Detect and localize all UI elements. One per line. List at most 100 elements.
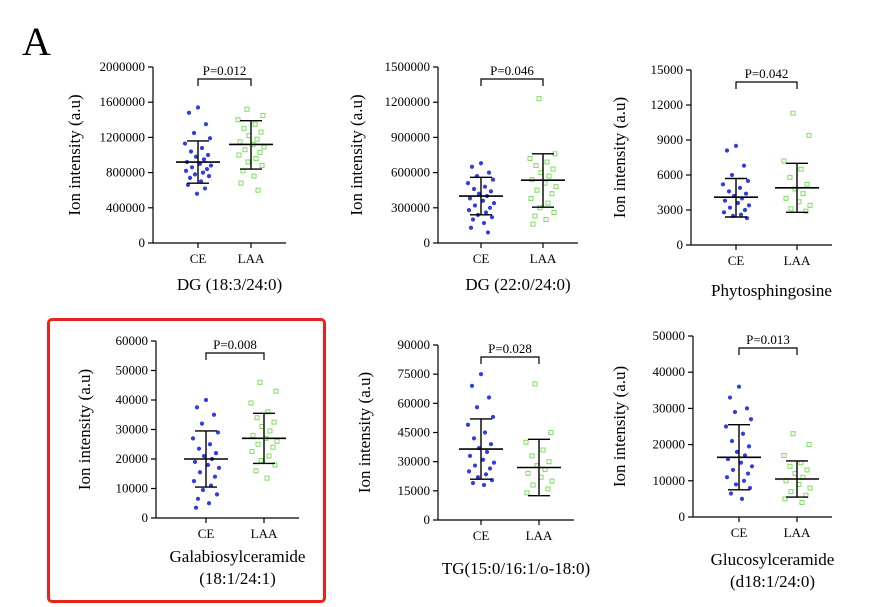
- point-laa: [788, 489, 794, 495]
- y-axis-label: Ion intensity (a.u): [75, 369, 94, 490]
- x-tick-label-laa: LAA: [530, 251, 557, 266]
- chart-5: 0 15000 30000 45000 60000 75000 90000 Ion inten…: [355, 337, 590, 578]
- point-ce: [741, 163, 747, 168]
- point-laa: [533, 163, 539, 169]
- chart-2: 0 300000 600000 900000 1200000 1500000 Ion int…: [347, 59, 578, 294]
- p-value-label: P=0.042: [745, 66, 789, 81]
- point-ce: [484, 449, 490, 455]
- y-tick-label: 12000: [651, 97, 684, 112]
- point-ce: [207, 136, 213, 141]
- point-laa: [536, 96, 542, 102]
- point-laa: [783, 195, 789, 201]
- point-laa: [807, 202, 813, 208]
- point-laa: [550, 166, 556, 172]
- point-ce: [212, 474, 218, 479]
- point-ce: [729, 438, 735, 444]
- significance-bracket: [735, 81, 798, 89]
- point-laa: [548, 430, 554, 435]
- p-value-label: P=0.028: [488, 341, 532, 356]
- point-ce: [468, 225, 474, 230]
- point-ce: [485, 230, 491, 235]
- point-laa: [803, 208, 809, 214]
- point-ce: [192, 459, 198, 465]
- point-laa: [237, 139, 243, 145]
- chart-title: DG (22:0/24:0): [465, 275, 570, 294]
- y-tick-label: 10000: [653, 473, 686, 488]
- point-ce: [735, 200, 741, 206]
- point-ce: [491, 201, 497, 206]
- point-ce: [720, 182, 726, 187]
- point-ce: [199, 145, 205, 151]
- point-laa: [235, 117, 241, 123]
- panel-label: A: [22, 19, 51, 64]
- point-ce: [746, 203, 752, 208]
- point-laa: [788, 206, 794, 212]
- point-laa: [241, 126, 247, 132]
- point-ce: [491, 460, 497, 465]
- point-ce: [490, 414, 496, 420]
- y-tick-label: 10000: [116, 481, 149, 496]
- point-laa: [799, 500, 805, 506]
- y-tick-label: 60000: [116, 333, 149, 348]
- point-ce: [737, 185, 743, 190]
- point-ce: [207, 442, 213, 447]
- point-laa: [545, 486, 551, 492]
- point-ce: [732, 409, 738, 415]
- y-tick-label: 300000: [391, 200, 430, 215]
- p-value-label: P=0.046: [490, 63, 534, 78]
- point-ce: [201, 453, 207, 459]
- point-laa: [532, 381, 538, 387]
- point-ce: [722, 198, 728, 203]
- x-tick-label-laa: LAA: [526, 528, 553, 543]
- point-ce: [213, 451, 219, 456]
- chart-title: Glucosylceramide: [711, 550, 835, 569]
- point-laa: [258, 129, 264, 135]
- x-tick-label-ce: CE: [728, 253, 745, 268]
- point-ce: [182, 141, 188, 146]
- point-ce: [733, 482, 739, 487]
- point-ce: [744, 406, 750, 411]
- point-ce: [478, 372, 484, 377]
- point-laa: [253, 156, 259, 162]
- point-ce: [205, 462, 211, 467]
- point-ce: [729, 172, 735, 178]
- point-laa: [553, 184, 559, 190]
- point-ce: [187, 175, 193, 180]
- point-ce: [465, 181, 471, 186]
- y-tick-label: 20000: [653, 437, 686, 452]
- point-ce: [481, 220, 487, 226]
- y-tick-label: 45000: [398, 425, 431, 440]
- point-laa: [248, 400, 254, 406]
- y-tick-label: 6000: [657, 167, 683, 182]
- point-laa: [543, 217, 549, 223]
- y-tick-label: 75000: [398, 366, 431, 381]
- point-ce: [728, 491, 734, 496]
- point-ce: [488, 442, 494, 447]
- point-ce: [214, 492, 220, 497]
- point-laa: [257, 379, 263, 385]
- point-laa: [251, 173, 257, 179]
- point-laa: [528, 195, 534, 201]
- y-tick-label: 15000: [651, 62, 684, 77]
- chart-4: 0 10000 20000 30000 40000 50000 60000 Ion inten…: [75, 333, 305, 588]
- point-ce: [190, 436, 196, 441]
- highlight-box: [47, 318, 326, 603]
- point-ce: [738, 460, 744, 465]
- y-tick-label: 9000: [657, 132, 683, 147]
- point-ce: [727, 205, 733, 210]
- point-laa: [532, 213, 538, 219]
- point-laa: [266, 453, 272, 459]
- point-laa: [255, 441, 261, 447]
- point-ce: [204, 166, 210, 172]
- point-ce: [469, 164, 475, 169]
- point-ce: [726, 189, 732, 194]
- point-ce: [489, 215, 495, 220]
- point-ce: [747, 485, 753, 491]
- y-tick-label: 0: [139, 235, 146, 250]
- point-laa: [546, 459, 552, 465]
- point-ce: [487, 205, 493, 210]
- y-axis-label: Ion intensity (a.u): [355, 372, 374, 493]
- p-value-label: P=0.008: [213, 337, 257, 352]
- point-ce: [467, 196, 473, 201]
